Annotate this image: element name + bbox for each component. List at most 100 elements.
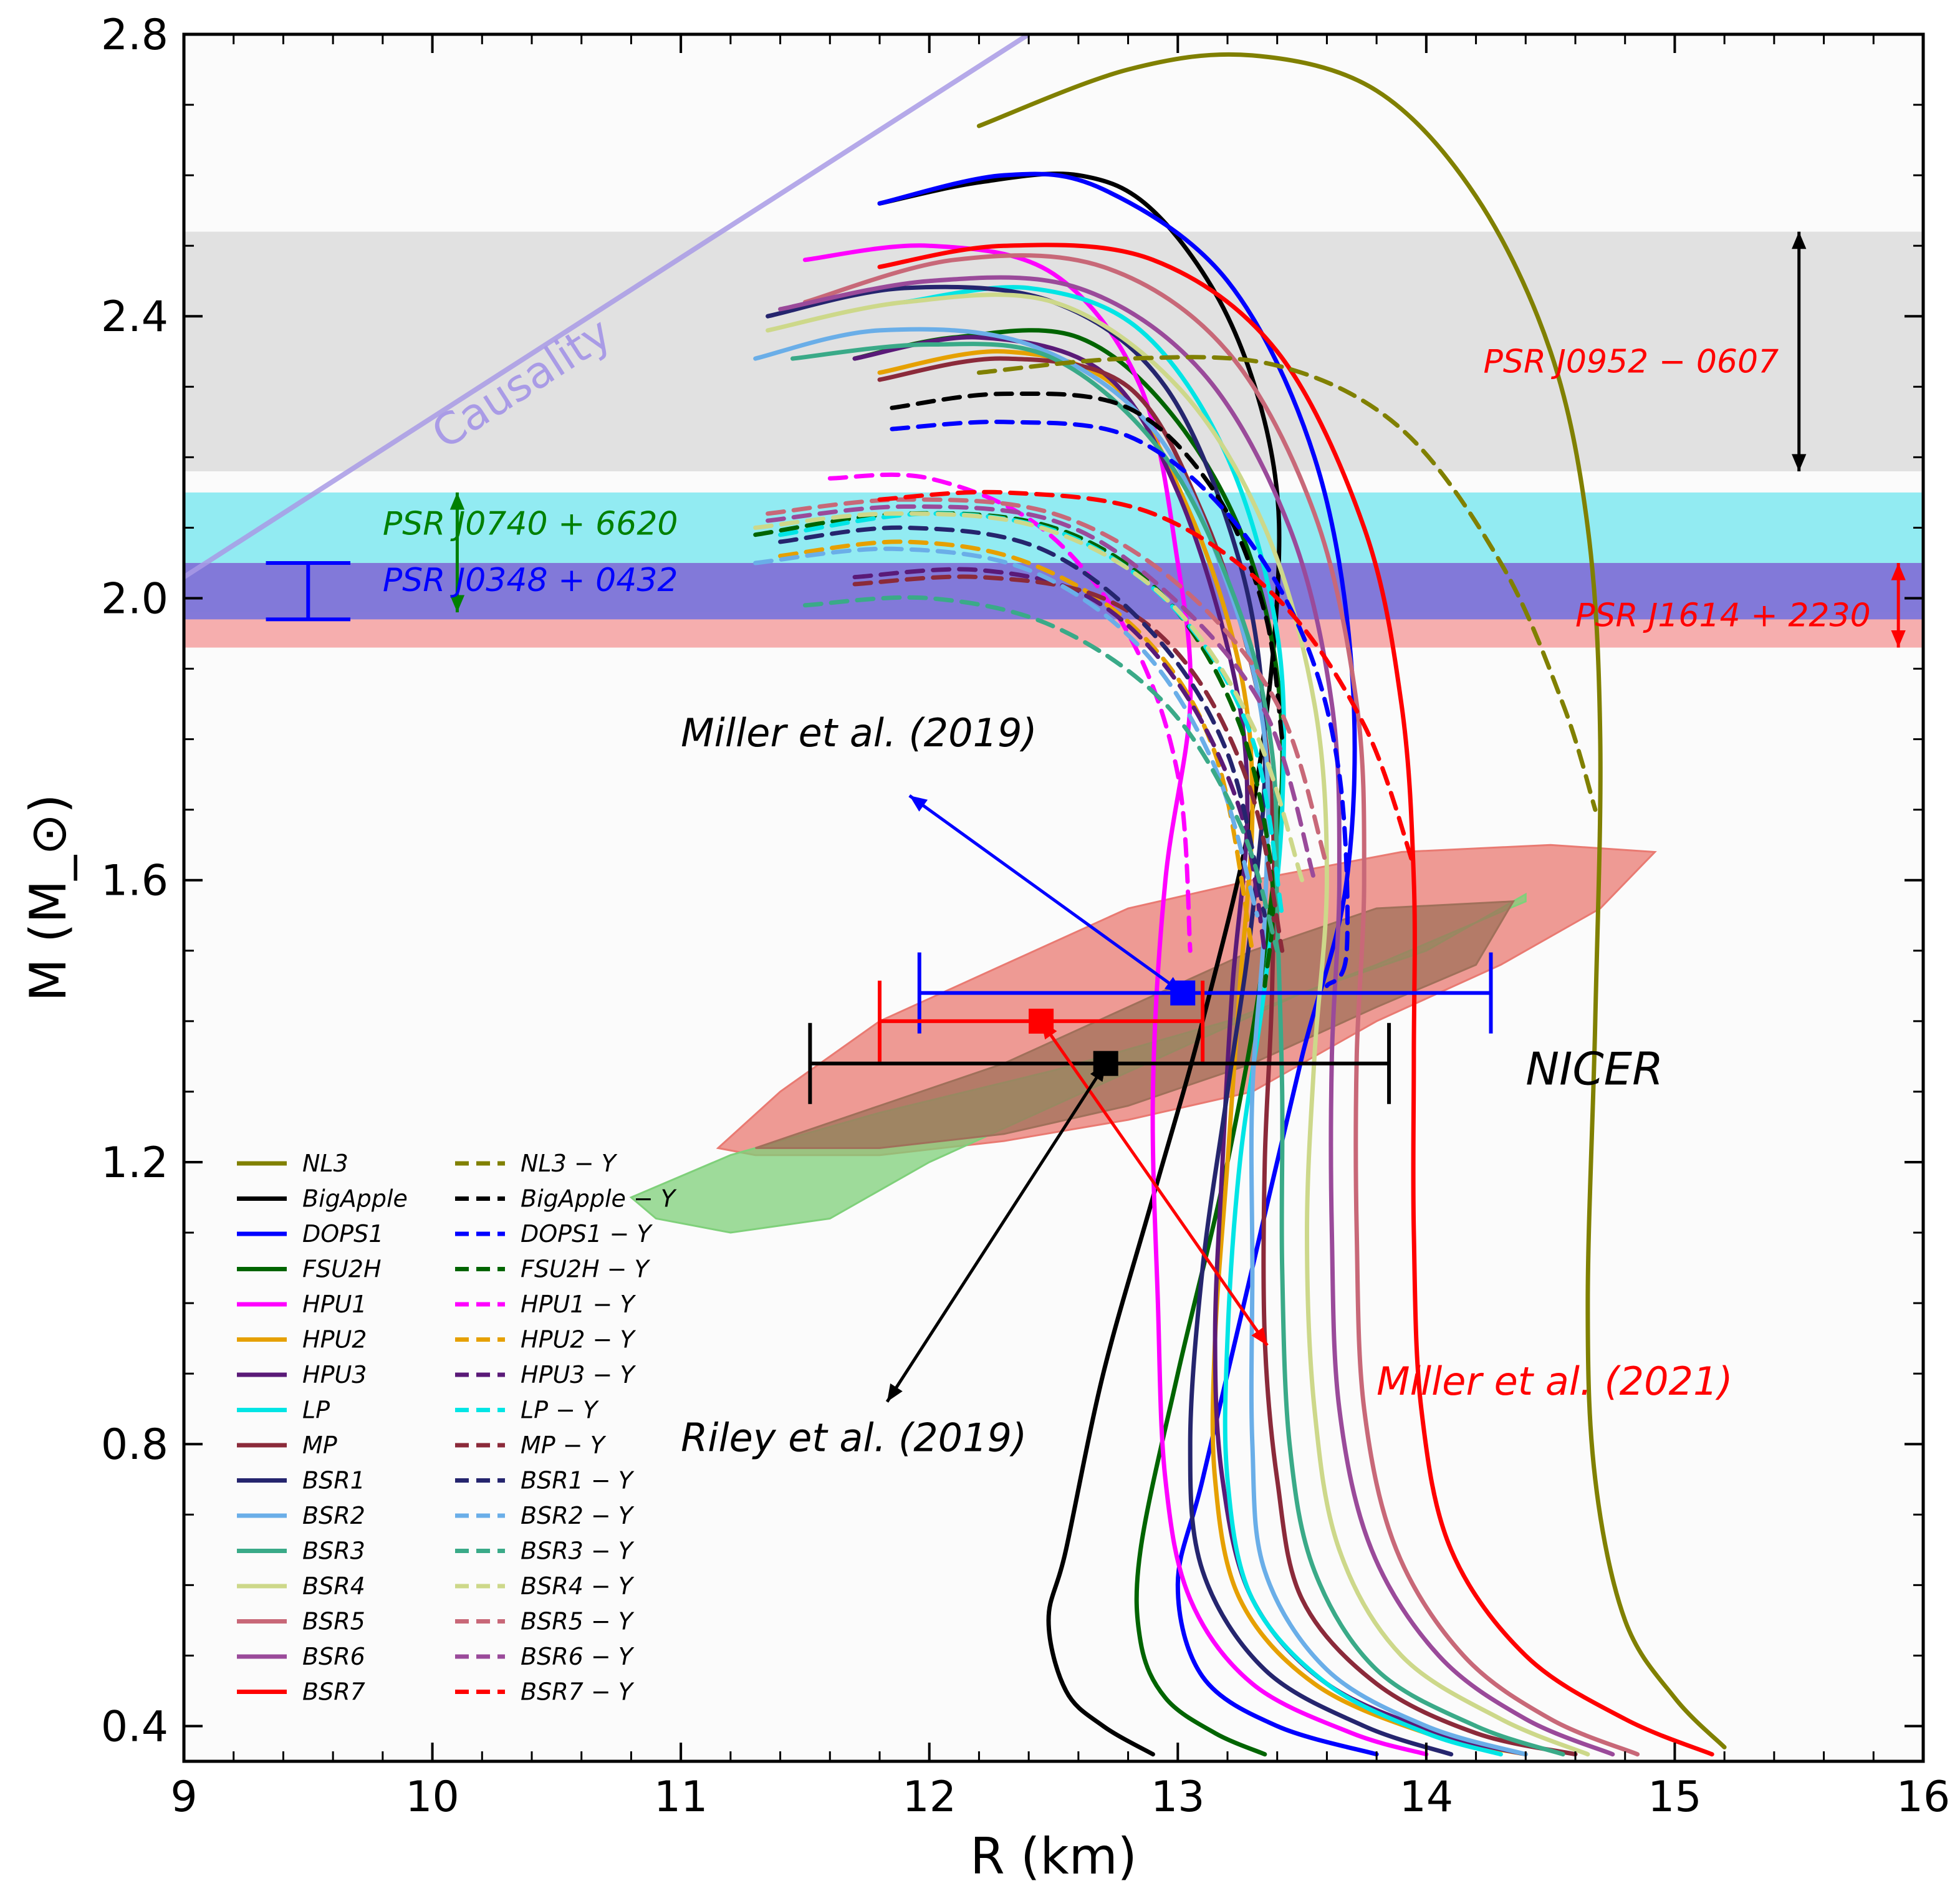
legend-label: MP (302, 1431, 337, 1459)
arrow-head (1891, 630, 1906, 648)
legend-label: BSR2 − Y (521, 1502, 635, 1529)
legend-label: HPU3 (302, 1361, 367, 1388)
arrow-shaft (885, 1062, 1107, 1403)
annotations: Miller et al. (2019) Riley et al. (2019) M… (383, 344, 1871, 1461)
legend-item-fsu2h: FSU2H (237, 1256, 382, 1283)
legend-item-bsr6-y: BSR6 − Y (455, 1643, 635, 1670)
legend-item-bsr7: BSR7 (237, 1678, 365, 1706)
legend-label: BSR4 − Y (521, 1572, 635, 1600)
x-tick-label: 10 (405, 1773, 459, 1822)
series-hpu3-y (852, 567, 1267, 953)
arrow-head (1792, 231, 1807, 249)
x-tick-label: 15 (1648, 1773, 1702, 1822)
legend-label: HPU1 − Y (521, 1291, 636, 1318)
legend-item-bsr3: BSR3 (237, 1537, 365, 1565)
arrow-psr-j0740 (449, 492, 465, 613)
annotation-psr-j0740-6620: PSR J0740 + 6620 (383, 506, 678, 543)
legend-item-dops1: DOPS1 (237, 1220, 383, 1248)
arrow-head (886, 1383, 903, 1402)
annotation-riley-et-al-2019: Riley et al. (2019) (681, 1415, 1027, 1461)
legend-label: HPU2 (302, 1326, 367, 1354)
y-tick-label: 0.4 (101, 1702, 168, 1751)
legend: NL3 BigApple DOPS1 FSU2H HPU1 HPU2 HPU3 LP MP BSR… (237, 1150, 677, 1706)
legend-item-hpu3: HPU3 (237, 1361, 367, 1388)
annotation-psr-j1614-2230: PSR J1614 + 2230 (1575, 597, 1871, 635)
series-bsr2-y (753, 546, 1260, 918)
legend-label: HPU1 (302, 1291, 367, 1318)
legend-item-lp-y: LP − Y (455, 1397, 599, 1424)
legend-label: BSR2 (302, 1502, 365, 1529)
legend-label: BSR6 − Y (521, 1643, 635, 1670)
arrow-head (1165, 976, 1183, 993)
y-tick-label: 1.6 (101, 857, 168, 906)
legend-item-hpu1: HPU1 (237, 1291, 367, 1318)
legend-label: DOPS1 (302, 1220, 383, 1248)
y-tick-label: 1.2 (101, 1138, 168, 1188)
arrow-head (449, 595, 465, 613)
legend-label: NL3 (302, 1150, 348, 1177)
legend-label: BSR5 − Y (521, 1608, 635, 1635)
series-nl3 (976, 52, 1727, 1749)
legend-label: MP − Y (521, 1431, 607, 1459)
legend-item-bsr1: BSR1 (237, 1467, 365, 1494)
legend-label: BigApple − Y (521, 1185, 677, 1213)
axes: 9 10 11 12 13 14 15 16 0.4 0.8 1.2 1.6 2.0 2.4 2.8 (101, 11, 1950, 1822)
legend-label: LP (302, 1397, 330, 1424)
legend-item-bsr4: BSR4 (237, 1572, 365, 1600)
legend-item-fsu2h-y: FSU2H − Y (455, 1256, 651, 1283)
legend-label: BSR1 (302, 1467, 365, 1494)
series-lp-y (778, 511, 1285, 918)
legend-label: BSR7 (302, 1678, 365, 1706)
legend-item-bsr1-y: BSR1 − Y (455, 1467, 635, 1494)
legend-item-bsr5-y: BSR5 − Y (455, 1608, 635, 1635)
legend-label: BSR6 (302, 1643, 365, 1670)
series-bsr4-y (753, 511, 1305, 883)
legend-label: BSR1 − Y (521, 1467, 635, 1494)
legend-label: BSR3 − Y (521, 1537, 635, 1565)
legend-item-nl3-y: NL3 − Y (455, 1150, 618, 1177)
error-bar-riley-et-al-2019 (808, 1022, 1391, 1104)
annotation-psr-j0348-0432: PSR J0348 + 0432 (383, 562, 678, 599)
error-bar-psr-j0348 (266, 561, 351, 622)
legend-label: FSU2H (302, 1256, 382, 1283)
arrow-head (1041, 1021, 1057, 1040)
legend-item-bigapple: BigApple (237, 1185, 408, 1213)
series-bsr3 (790, 342, 1565, 1757)
series-bsr6 (778, 275, 1615, 1757)
legend-label: BSR5 (302, 1608, 365, 1635)
legend-item-hpu3-y: HPU3 − Y (455, 1361, 636, 1388)
series-hpu1-y (827, 472, 1193, 953)
arrow-riley-2019 (885, 1062, 1107, 1403)
legend-label: NL3 − Y (521, 1150, 618, 1177)
arrow-shaft (908, 794, 1184, 994)
legend-label: FSU2H − Y (521, 1256, 651, 1283)
legend-label: LP − Y (521, 1397, 599, 1424)
series-bsr1-y (778, 525, 1267, 918)
legend-item-mp-y: MP − Y (455, 1431, 607, 1459)
nicer-error-bars (266, 231, 1906, 1403)
series-bigapple-y (890, 391, 1285, 742)
x-tick-label: 13 (1151, 1773, 1205, 1822)
legend-item-bsr2: BSR2 (237, 1502, 365, 1529)
arrow-shaft (1040, 1020, 1269, 1347)
legend-item-hpu1-y: HPU1 − Y (455, 1291, 636, 1318)
y-tick-label: 2.0 (101, 574, 168, 623)
y-tick-label: 2.4 (101, 292, 168, 342)
x-tick-label: 14 (1400, 1773, 1454, 1822)
annotation-psr-j0952-0607: PSR J0952 − 0607 (1484, 344, 1779, 381)
legend-item-bsr7-y: BSR7 − Y (455, 1678, 635, 1706)
series-bsr5-y (766, 497, 1329, 869)
series-bsr7-y (877, 489, 1416, 869)
legend-item-bigapple-y: BigApple − Y (455, 1185, 677, 1213)
series-mp (877, 356, 1578, 1757)
plot-frame (182, 32, 1925, 1763)
y-tick-label: 0.8 (101, 1420, 168, 1470)
series-bsr5 (802, 253, 1640, 1757)
x-tick-label: 16 (1896, 1773, 1951, 1822)
legend-item-bsr3-y: BSR3 − Y (455, 1537, 635, 1565)
legend-label: HPU3 − Y (521, 1361, 636, 1388)
x-tick-label: 9 (170, 1773, 197, 1822)
arrow-head (1251, 1327, 1267, 1345)
legend-label: HPU2 − Y (521, 1326, 636, 1354)
